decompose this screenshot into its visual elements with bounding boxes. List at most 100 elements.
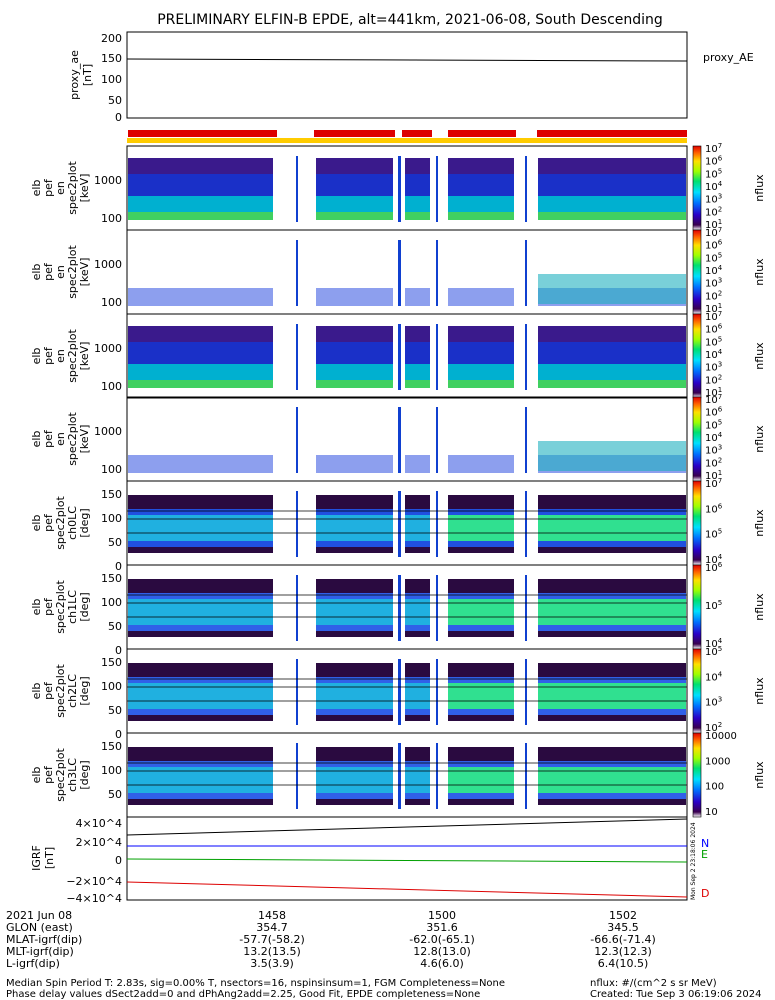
spectrogram-block: [398, 659, 401, 725]
footer-right-2: Created: Tue Sep 3 06:19:06 2024: [590, 989, 762, 1000]
colorbar: [692, 480, 702, 566]
colorbar-tick-label: 104: [705, 431, 723, 444]
mlt-value: 13.2(13.5): [243, 945, 301, 958]
y-tick: −2×10^4: [66, 875, 122, 888]
y-tick-label: 50: [108, 536, 122, 549]
y-axis-label: pef: [42, 262, 55, 281]
y-tick: 50: [108, 94, 122, 107]
colorbar-tick-label: 106: [705, 406, 723, 419]
y-tick-label: 150: [101, 740, 122, 753]
colorbar: [692, 396, 702, 482]
y-tick-label: 50: [108, 788, 122, 801]
spectrogram-block: [525, 407, 527, 473]
colorbar-tick-label: 105: [705, 418, 722, 431]
footer-line-1: Median Spin Period T: 2.83s, sig=0.00% T…: [6, 978, 506, 989]
y-tick: 0: [115, 854, 122, 867]
orbit-row-label: MLT-igrf(dip): [6, 945, 74, 958]
colorbar-tick-label: 104: [705, 264, 723, 277]
spectrogram-block: [296, 324, 298, 390]
time-label: 1502: [609, 909, 637, 922]
science-zone-bars: [127, 130, 687, 143]
colorbar-label: nflux: [753, 677, 766, 705]
y-tick-label: 150: [101, 656, 122, 669]
spectrogram-block: [525, 575, 527, 641]
spectrogram-block: [405, 326, 430, 342]
glon-value: 345.5: [607, 921, 639, 934]
y-axis-label: en: [54, 432, 67, 446]
spectrogram-panel: 150 100 50 0 elb pef spec2plot ch0LC [deg] 107 106…: [30, 477, 766, 573]
spectrogram-block: [316, 212, 393, 220]
spectrogram-block: [128, 455, 273, 473]
colorbar-tick-label: 106: [705, 561, 723, 574]
spectrogram-block: [448, 380, 514, 388]
l-value: 4.6(6.0): [420, 957, 464, 970]
spectrogram-block: [525, 156, 527, 222]
mlat-value: -62.0(-65.1): [409, 933, 475, 946]
spectrogram-block: [538, 212, 686, 220]
colorbar: [692, 732, 702, 818]
colorbar-tick-label: 106: [705, 239, 723, 252]
colorbar-tick-label: 104: [705, 670, 723, 683]
y-tick-label: 100: [101, 380, 122, 393]
y-axis-label: spec2plot: [54, 580, 67, 634]
y-tick-label: 0: [115, 728, 122, 741]
colorbar: [692, 564, 702, 650]
y-axis-label: spec2plot: [54, 664, 67, 718]
proxy-ae-ylabel: proxy_ae: [68, 50, 81, 100]
spectrogram-block: [296, 491, 298, 557]
mlt-value: 12.3(12.3): [594, 945, 652, 958]
y-axis-label: spec2plot: [66, 161, 79, 215]
colorbar: [692, 648, 702, 734]
spectrogram-block: [398, 156, 401, 222]
y-tick-label: 50: [108, 704, 122, 717]
panel-frame: [126, 313, 688, 399]
igrf-e-line: [126, 858, 688, 863]
spectrogram-block: [398, 240, 401, 306]
spectrogram-block: [538, 274, 686, 304]
colorbar-tick-label: 106: [705, 502, 723, 515]
spectrogram-block: [538, 380, 686, 388]
y-tick: 200: [101, 32, 122, 45]
y-tick-label: 1000: [94, 425, 122, 438]
colorbar-tick-label: 103: [705, 193, 722, 206]
spectrogram-block: [538, 364, 686, 380]
spectrogram-block: [296, 156, 298, 222]
spectrogram-block: [316, 158, 393, 174]
spectrogram-block: [436, 324, 438, 390]
spectrogram-block: [448, 212, 514, 220]
y-axis-label: [keV]: [78, 174, 91, 203]
spectrogram-block: [398, 491, 401, 557]
mlt-value: 12.8(13.0): [413, 945, 471, 958]
colorbar-label: nflux: [753, 509, 766, 537]
y-axis-label: elb: [30, 599, 43, 616]
spectrogram-block: [316, 364, 393, 380]
igrf-panel: N E D 4×10^4 2×10^4 0 −2×10^4 −4×10^4 IG…: [30, 816, 709, 905]
y-axis-label: [deg]: [78, 760, 91, 789]
colorbar-tick-label: 107: [705, 393, 722, 406]
colorbar-tick-label: 102: [705, 373, 722, 386]
figure-title: PRELIMINARY ELFIN-B EPDE, alt=441km, 202…: [157, 12, 663, 28]
legend-n: N: [701, 837, 709, 850]
spectrogram-block: [405, 455, 430, 473]
legend-d: D: [701, 887, 709, 900]
y-axis-label: spec2plot: [54, 496, 67, 550]
y-tick-label: 150: [101, 572, 122, 585]
y-tick-label: 100: [101, 596, 122, 609]
y-tick: −4×10^4: [66, 892, 122, 905]
igrf-total-line: [126, 818, 688, 836]
spectrogram-block: [405, 288, 430, 306]
footer-right-1: nflux: #/(cm^2 s sr MeV): [590, 978, 717, 989]
spectrogram-block: [405, 196, 430, 212]
colorbar-tick-label: 107: [705, 310, 722, 323]
spectrogram-block: [316, 288, 393, 306]
spectrogram-block: [405, 380, 430, 388]
spectrogram-block: [316, 380, 393, 388]
spectrogram-block: [128, 364, 273, 380]
y-axis-label: pef: [42, 429, 55, 448]
proxy-ae-legend: proxy_AE: [703, 51, 754, 64]
spectrogram-block: [525, 491, 527, 557]
colorbar-tick-label: 104: [705, 348, 723, 361]
colorbar-tick-label: 105: [705, 599, 722, 612]
